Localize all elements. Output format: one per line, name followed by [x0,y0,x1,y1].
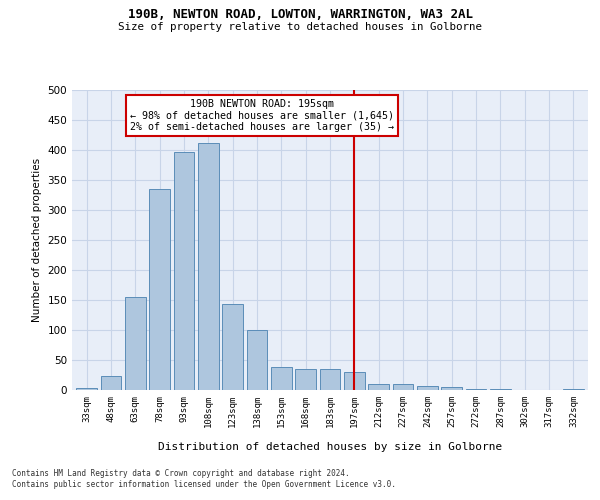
Bar [392,384,413,390]
Bar [271,367,292,390]
Bar [125,297,146,390]
Bar [442,387,462,390]
Bar [344,372,365,390]
Bar [222,304,243,390]
Bar [173,152,194,390]
Bar [247,330,268,390]
Bar [417,386,438,390]
Bar [466,389,487,390]
Bar [149,189,170,390]
Text: 190B NEWTON ROAD: 195sqm
← 98% of detached houses are smaller (1,645)
2% of semi: 190B NEWTON ROAD: 195sqm ← 98% of detach… [130,99,394,132]
Y-axis label: Number of detached properties: Number of detached properties [32,158,42,322]
Bar [76,388,97,390]
Bar [320,369,340,390]
Bar [295,369,316,390]
Text: Distribution of detached houses by size in Golborne: Distribution of detached houses by size … [158,442,502,452]
Bar [198,143,218,390]
Bar [368,384,389,390]
Text: Contains public sector information licensed under the Open Government Licence v3: Contains public sector information licen… [12,480,396,489]
Bar [563,389,584,390]
Text: Size of property relative to detached houses in Golborne: Size of property relative to detached ho… [118,22,482,32]
Bar [101,376,121,390]
Text: 190B, NEWTON ROAD, LOWTON, WARRINGTON, WA3 2AL: 190B, NEWTON ROAD, LOWTON, WARRINGTON, W… [128,8,473,20]
Text: Contains HM Land Registry data © Crown copyright and database right 2024.: Contains HM Land Registry data © Crown c… [12,468,350,477]
